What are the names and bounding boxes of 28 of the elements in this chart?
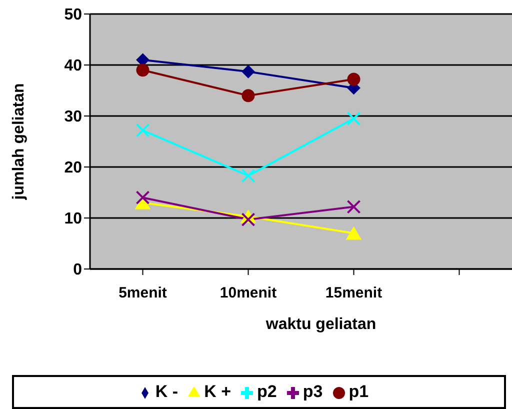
point xyxy=(136,64,150,77)
point xyxy=(241,212,256,227)
y-tick-label: 10 xyxy=(64,210,82,228)
point xyxy=(346,112,361,126)
point xyxy=(136,53,150,66)
y-tick-label: 30 xyxy=(64,108,82,126)
x-tick-label: 10menit xyxy=(220,284,277,302)
legend-label: p2 xyxy=(257,382,277,401)
x-axis-title: waktu geliatan xyxy=(264,316,376,333)
y-tick-label: 0 xyxy=(73,262,82,279)
point xyxy=(241,168,256,183)
y-axis-title: jumlah geliatan xyxy=(10,83,28,201)
point xyxy=(242,65,255,78)
legend-label: p3 xyxy=(302,382,323,401)
point xyxy=(242,89,255,102)
point xyxy=(136,190,150,205)
legend-label: p1 xyxy=(348,382,369,401)
legend-label: K + xyxy=(204,382,232,401)
point xyxy=(347,72,360,86)
point xyxy=(346,226,362,240)
x-tick-label: 15menit xyxy=(325,284,382,302)
x-tick-label: 5menit xyxy=(118,284,167,302)
point xyxy=(136,123,150,138)
y-tick-label: 40 xyxy=(64,58,82,75)
y-tick-label: 20 xyxy=(64,160,82,177)
y-tick-label: 50 xyxy=(64,6,82,24)
legend-label: K - xyxy=(155,382,178,401)
point xyxy=(346,200,361,214)
